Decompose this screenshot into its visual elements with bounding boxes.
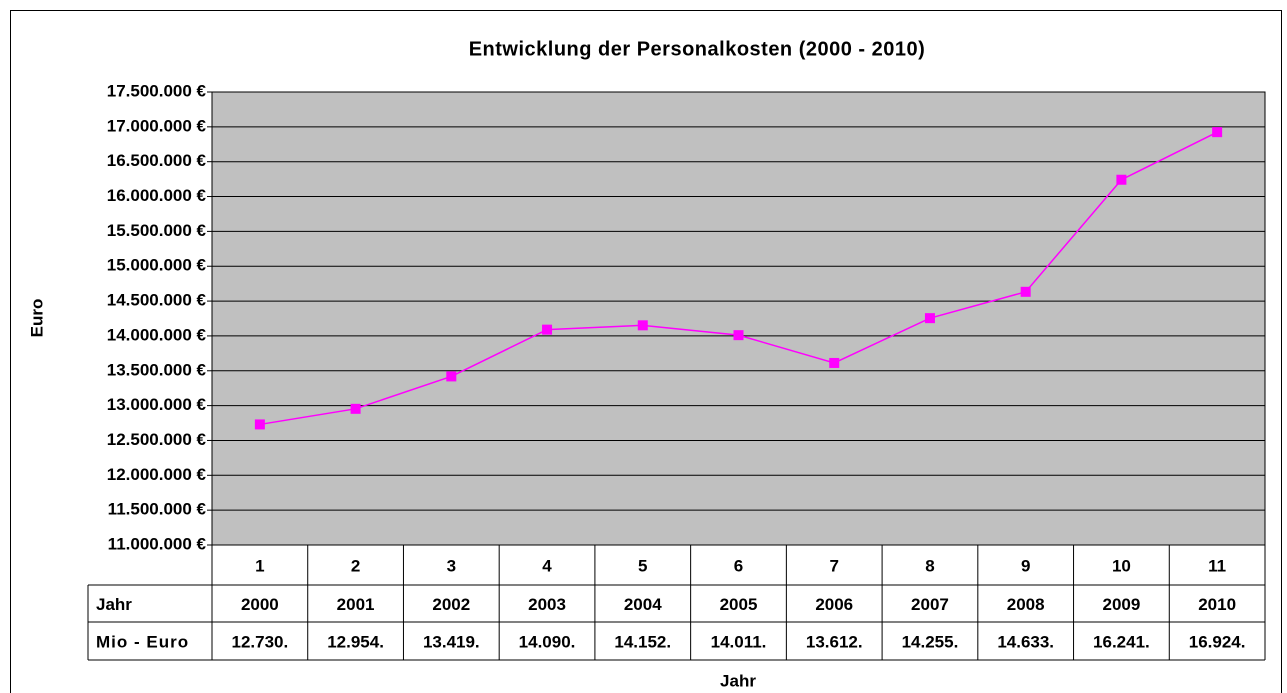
row-header: Jahr [96,595,132,614]
data-label: 14.090. [519,632,576,651]
data-label: 14.255. [902,632,959,651]
table-year: 2004 [624,595,662,614]
y-tick-label: 11.000.000 € [108,534,207,553]
x-tick-label: 3 [447,556,456,575]
x-tick-label: 8 [925,556,934,575]
y-axis-label: Euro [27,299,46,338]
marker [1020,286,1031,297]
x-tick-label: 9 [1021,556,1030,575]
marker [829,357,840,368]
y-tick-label: 13.000.000 € [107,395,207,414]
y-tick-label: 14.000.000 € [107,325,207,344]
marker [350,403,361,414]
table-year: 2005 [720,595,758,614]
table-year: 2003 [528,595,566,614]
plot-area [211,91,1266,546]
marker [637,320,648,331]
table-year: 2009 [1102,595,1140,614]
data-label: 12.730. [231,632,288,651]
marker [446,371,457,382]
table-year: 2002 [432,595,470,614]
y-tick-label: 14.500.000 € [107,291,207,310]
x-tick-label: 4 [542,556,552,575]
data-label: 13.419. [423,632,480,651]
y-tick-label: 17.500.000 € [107,81,207,100]
marker [1116,174,1127,185]
y-tick-label: 15.000.000 € [107,256,207,275]
x-tick-label: 6 [734,556,743,575]
y-tick-label: 13.500.000 € [107,360,207,379]
x-tick-label: 1 [255,556,264,575]
y-tick-label: 12.500.000 € [107,430,207,449]
table-year: 2000 [241,595,279,614]
data-label: 16.924. [1189,632,1246,651]
data-label: 14.152. [614,632,671,651]
chart-title: Entwicklung der Personalkosten (2000 - 2… [469,38,926,60]
x-tick-label: 11 [1208,556,1226,575]
marker [733,330,744,341]
y-tick-label: 15.500.000 € [107,221,207,240]
x-tick-label: 2 [351,556,360,575]
data-label: 12.954. [327,632,384,651]
data-label: 14.633. [997,632,1054,651]
table-year: 2006 [815,595,853,614]
y-tick-label: 16.000.000 € [107,186,207,205]
marker [924,313,935,324]
data-label: 16.241. [1093,632,1150,651]
y-tick-label: 17.000.000 € [107,116,207,135]
x-tick-label: 10 [1112,556,1131,575]
y-tick-label: 16.500.000 € [107,151,207,170]
x-axis-label: Jahr [720,671,756,690]
table-year: 2007 [911,595,949,614]
table-year: 2008 [1007,595,1045,614]
x-tick-label: 7 [829,556,838,575]
marker [254,419,265,430]
table-year: 2010 [1198,595,1236,614]
row-header: Mio - Euro [96,632,189,651]
table-year: 2001 [337,595,375,614]
x-tick-label: 5 [638,556,647,575]
data-label: 13.612. [806,632,863,651]
y-tick-label: 12.000.000 € [107,465,207,484]
y-tick-label: 11.500.000 € [108,500,207,519]
data-label: 14.011. [711,632,767,651]
marker [1212,127,1223,138]
marker [542,324,553,335]
